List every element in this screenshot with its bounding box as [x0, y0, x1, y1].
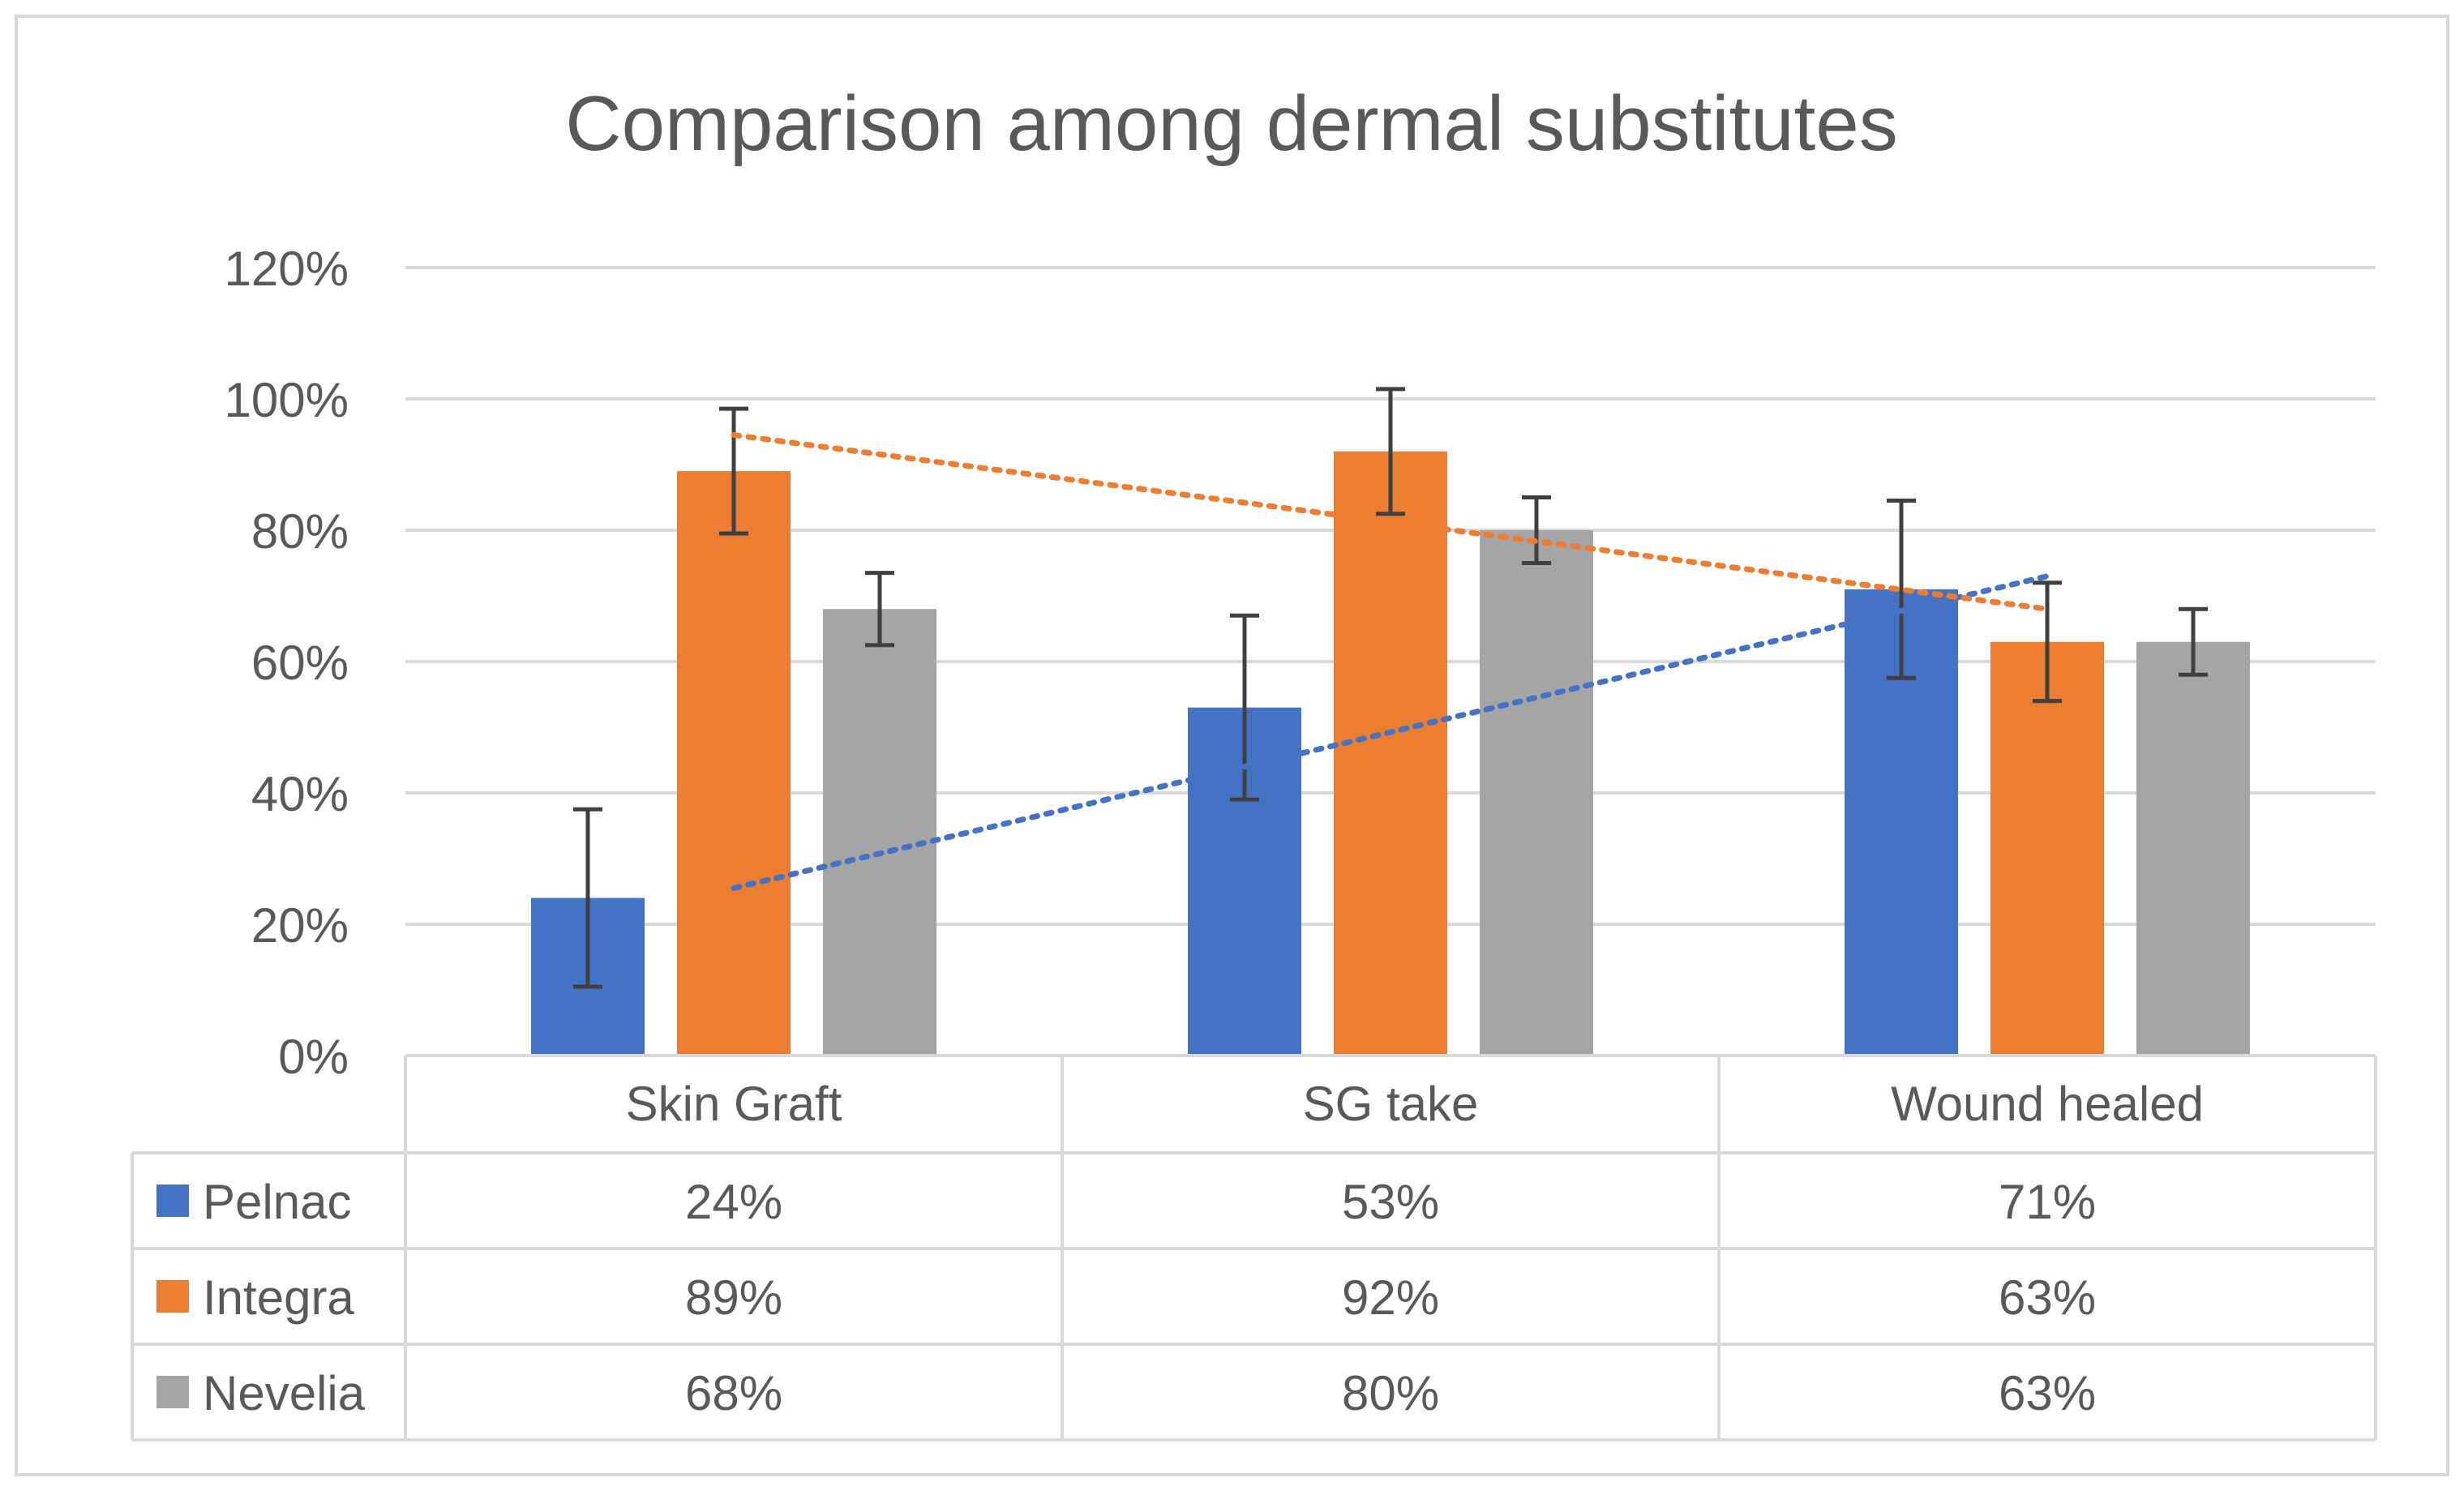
y-tick-label: 120% — [225, 242, 349, 296]
error-bar — [1522, 495, 1551, 565]
y-tick-label: 40% — [251, 767, 349, 821]
x-category-label: SG take — [1303, 1077, 1479, 1131]
data-label: 92% — [1342, 1270, 1439, 1325]
error-bar — [573, 807, 602, 989]
bar-nevelia — [1480, 530, 1593, 1056]
y-tick-label: 60% — [251, 636, 349, 690]
trendline-pelnac — [731, 573, 2050, 891]
error-bar — [1887, 499, 1916, 680]
error-bar — [1376, 387, 1405, 516]
legend-key-nevelia — [156, 1376, 189, 1408]
data-label: 80% — [1342, 1366, 1439, 1420]
y-tick-label: 100% — [225, 373, 349, 427]
bar-integra — [1334, 451, 1447, 1056]
chart-frame — [15, 15, 2449, 1476]
bar-integra — [1990, 641, 2104, 1056]
bar-integra — [677, 471, 791, 1056]
y-tick-label: 20% — [251, 898, 349, 953]
bar-nevelia — [2136, 641, 2250, 1056]
bar-nevelia — [823, 609, 936, 1056]
legend-label: Integra — [203, 1270, 354, 1325]
legend-key-pelnac — [156, 1184, 189, 1217]
legend-label: Nevelia — [203, 1366, 366, 1420]
trendline-integra — [731, 432, 2050, 612]
x-category-label: Skin Graft — [626, 1077, 842, 1131]
legend-label: Pelnac — [203, 1175, 351, 1229]
chart-title: Comparison among dermal substitutes — [565, 80, 1897, 167]
error-bar — [719, 406, 748, 536]
data-label: 63% — [1999, 1270, 2096, 1325]
data-label: 63% — [1999, 1366, 2096, 1420]
y-tick-label: 80% — [251, 504, 349, 559]
legend-key-integra — [156, 1280, 189, 1313]
data-label: 24% — [685, 1175, 782, 1229]
data-label: 89% — [685, 1270, 782, 1325]
data-label: 71% — [1999, 1175, 2096, 1229]
x-category-label: Wound healed — [1891, 1077, 2204, 1131]
error-bar — [2179, 606, 2208, 677]
y-tick-label: 0% — [278, 1030, 349, 1084]
data-label: 53% — [1342, 1175, 1439, 1229]
error-bar — [865, 571, 894, 648]
data-label: 68% — [685, 1366, 782, 1420]
error-bar — [2033, 580, 2062, 704]
